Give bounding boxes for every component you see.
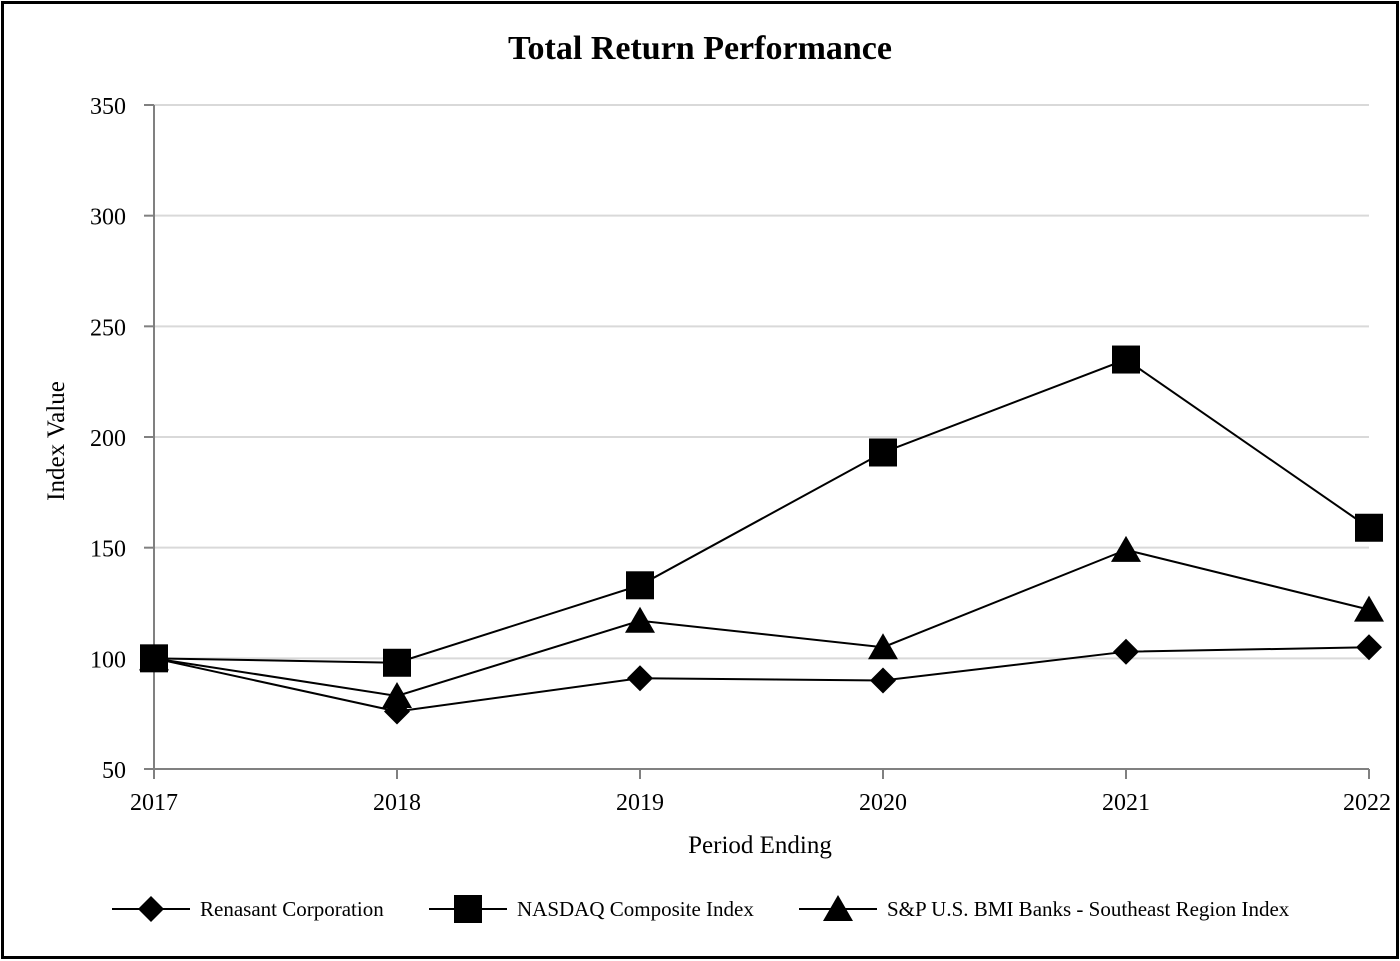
triangle-point <box>382 681 412 708</box>
y-tick-label: 150 <box>90 537 126 563</box>
x-axis-ticks: 2017 2018 2019 2020 2021 2022 <box>130 769 1391 816</box>
series-line <box>153 358 1370 664</box>
y-tick-label: 250 <box>90 315 126 341</box>
series-square <box>140 345 1383 677</box>
square-point <box>869 438 897 467</box>
square-point <box>626 571 654 600</box>
legend-label: S&P U.S. BMI Banks - Southeast Region In… <box>887 897 1290 921</box>
legend: Renasant Corporation NASDAQ Composite Ind… <box>112 895 1290 923</box>
x-axis-label: Period Ending <box>688 832 832 859</box>
diamond-point <box>1113 638 1139 665</box>
triangle-point <box>1111 535 1141 562</box>
x-tick-label: 2021 <box>1102 790 1150 816</box>
y-axis-ticks: 50 100 150 200 250 300 350 <box>90 94 154 784</box>
triangle-point <box>139 644 169 671</box>
triangle-point <box>625 606 655 633</box>
legend-item: Renasant Corporation <box>112 896 384 922</box>
chart-title: Total Return Performance <box>508 30 892 67</box>
series-triangle <box>139 535 1384 708</box>
legend-label: Renasant Corporation <box>200 897 384 921</box>
x-tick-label: 2022 <box>1343 790 1391 816</box>
series-group <box>139 345 1384 725</box>
series-diamond <box>141 634 1382 725</box>
square-point <box>1355 513 1383 542</box>
legend-item: NASDAQ Composite Index <box>429 895 754 923</box>
y-tick-label: 300 <box>90 205 126 231</box>
series-line <box>153 646 1370 713</box>
square-point <box>1112 345 1140 374</box>
legend-label: NASDAQ Composite Index <box>517 897 754 921</box>
y-tick-label: 200 <box>90 426 126 452</box>
y-tick-label: 100 <box>90 647 126 673</box>
diamond-legend-icon <box>138 896 164 922</box>
legend-item: S&P U.S. BMI Banks - Southeast Region In… <box>799 895 1290 921</box>
series-line <box>153 548 1370 697</box>
square-legend-icon <box>454 895 482 923</box>
y-tick-label: 50 <box>102 758 126 784</box>
triangle-legend-icon <box>823 895 853 921</box>
line-chart: Total Return Performance 50 100 150 200 250 3… <box>43 30 1391 923</box>
triangle-point <box>868 633 898 660</box>
square-point <box>383 648 411 677</box>
x-tick-label: 2017 <box>130 790 178 816</box>
x-tick-label: 2019 <box>616 790 664 816</box>
x-tick-label: 2018 <box>373 790 421 816</box>
gridlines <box>154 104 1369 660</box>
diamond-point <box>1356 634 1382 661</box>
y-axis-label: Index Value <box>43 381 70 501</box>
diamond-point <box>870 667 896 694</box>
triangle-point <box>1354 595 1384 622</box>
y-tick-label: 350 <box>90 94 126 120</box>
diamond-point <box>627 665 653 692</box>
x-tick-label: 2020 <box>859 790 907 816</box>
